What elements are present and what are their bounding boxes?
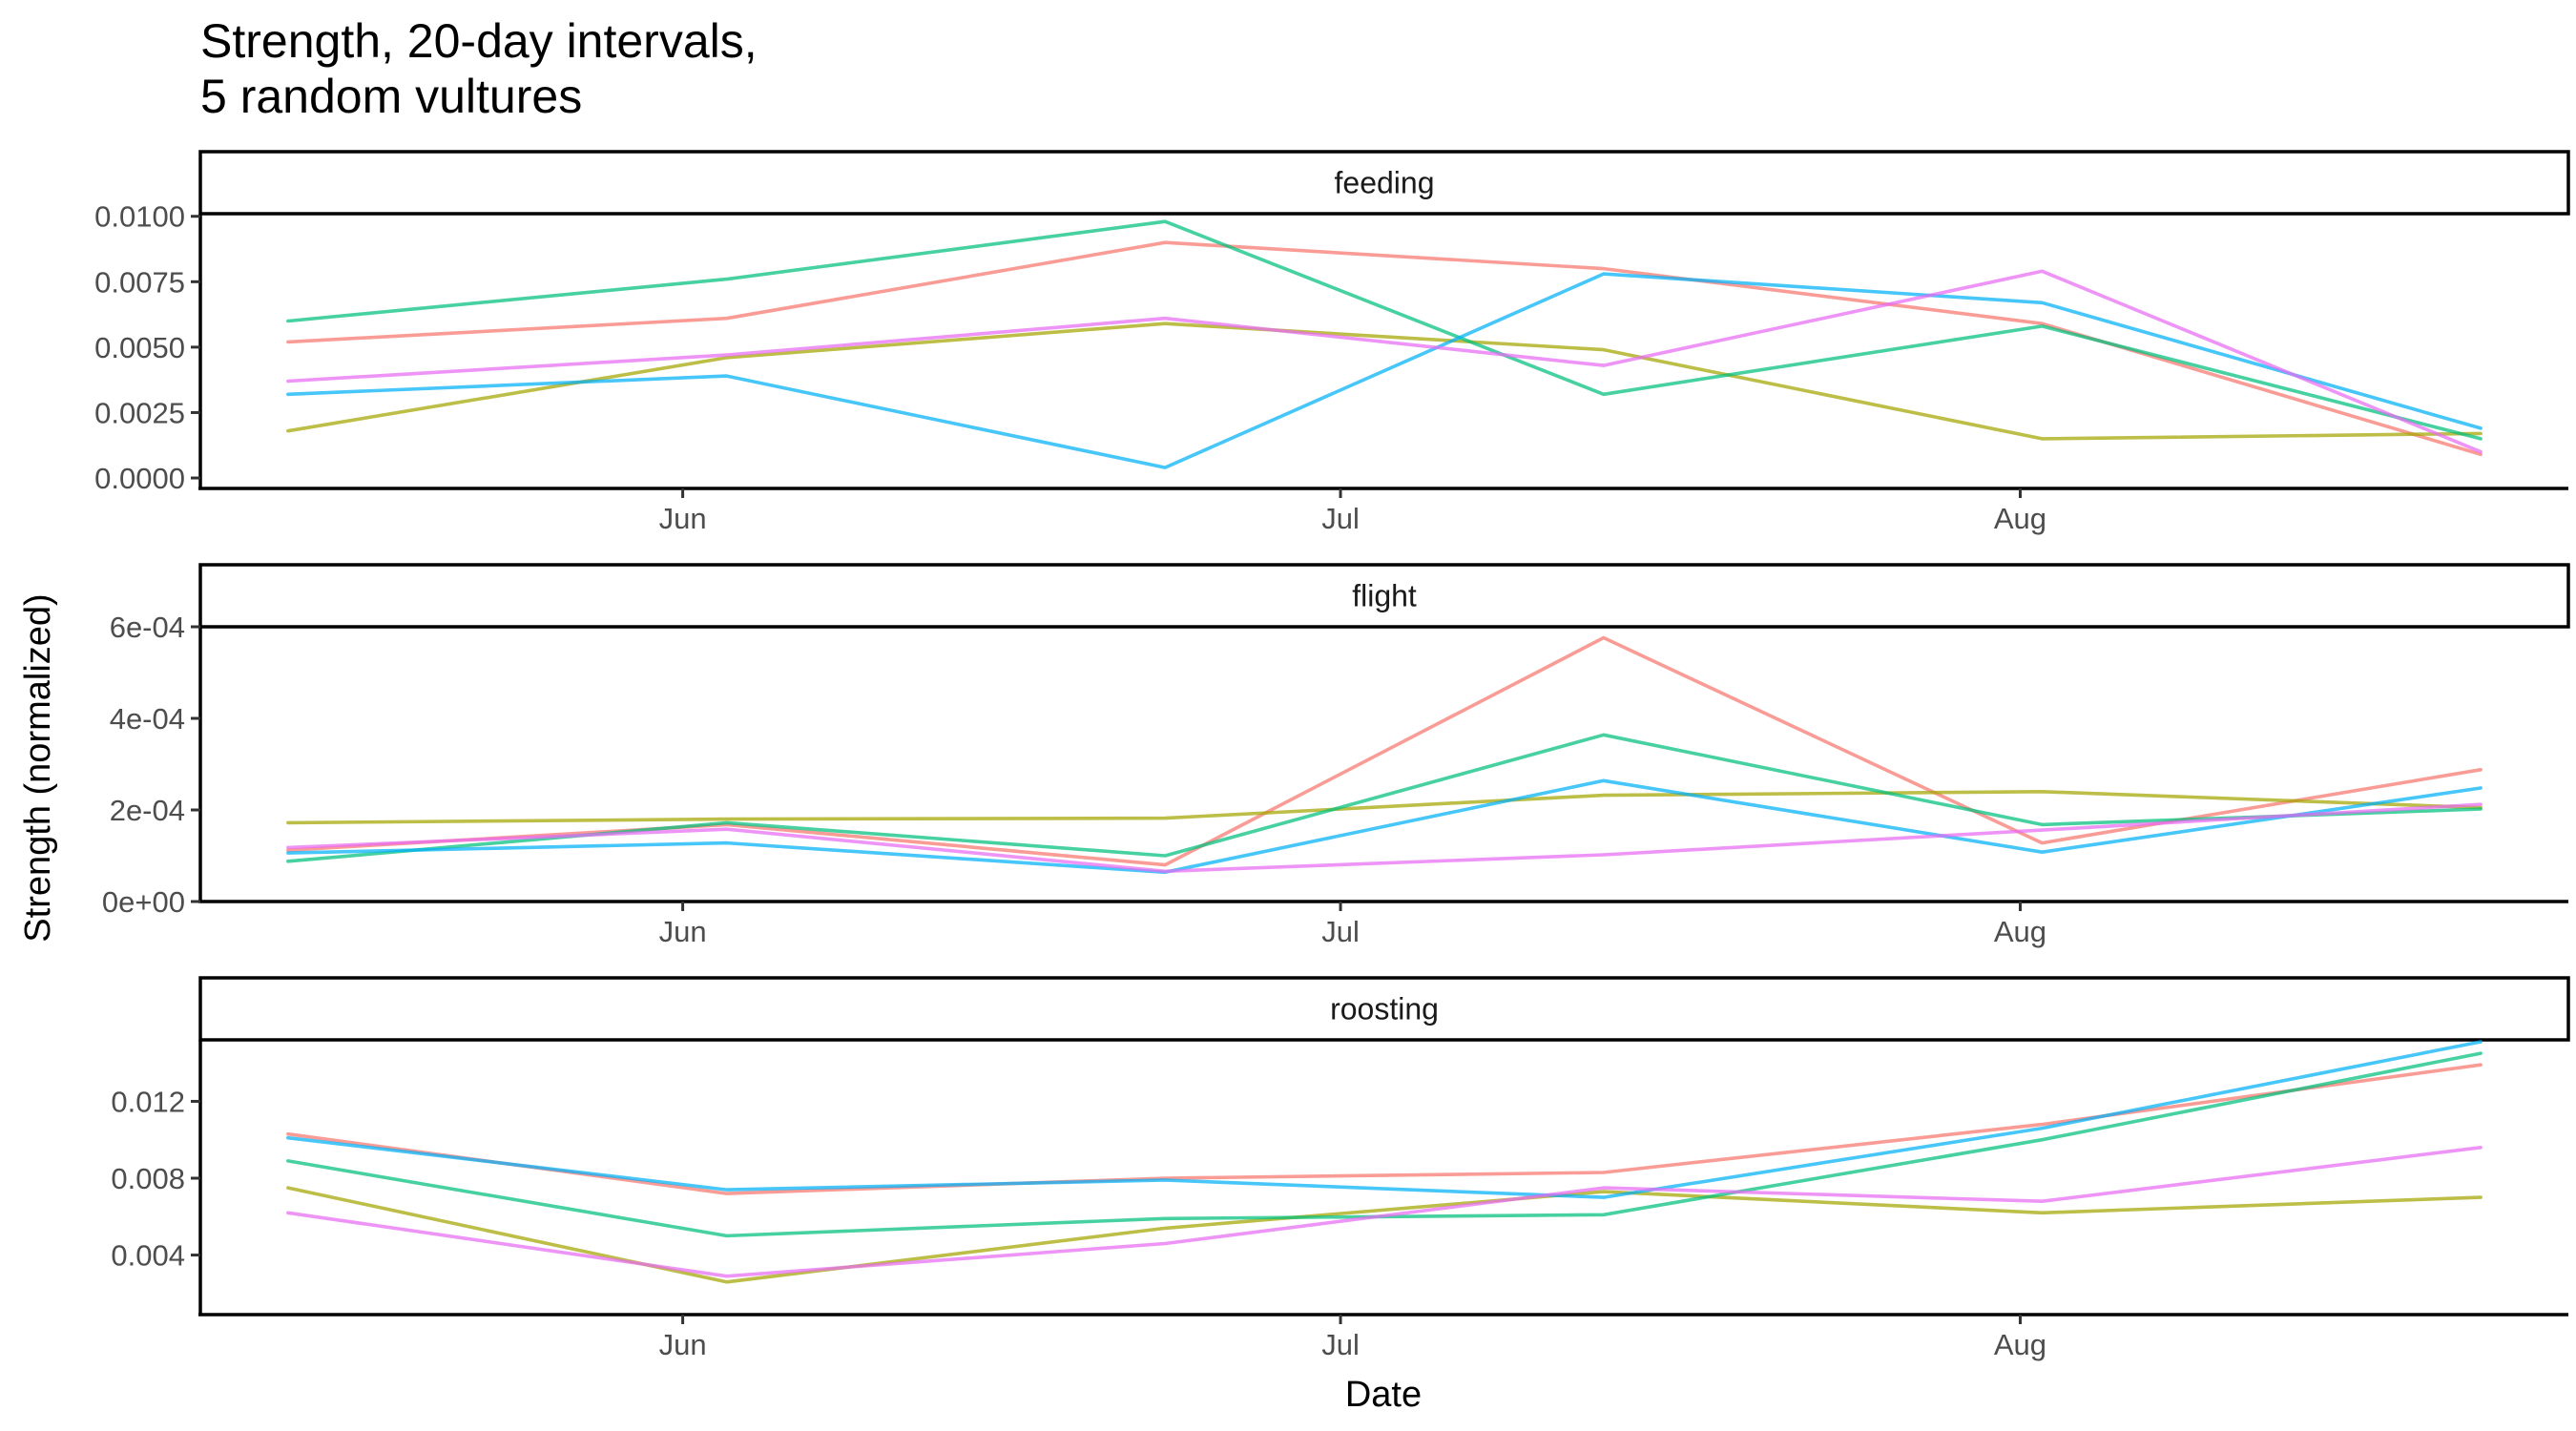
series-line-5 [286,269,2483,454]
series-line-4 [286,778,2483,875]
series-line-4 [286,272,2483,469]
facet-strip [198,563,2570,629]
facet-strip [198,976,2570,1042]
facet-strip-label: roosting [1330,992,1439,1027]
y-tick-label: 0.012 [111,1085,185,1118]
y-tick-label: 2e-04 [110,794,185,827]
series-line-3 [286,219,2483,441]
x-tick-label: Jul [1321,502,1360,535]
y-tick-label: 6e-04 [110,611,185,644]
facet-panels: feeding 0.0000 0.0025 0.0050 0.0075 0.0100 Jun… [94,150,2570,1361]
x-tick-label: Aug [1994,915,2046,948]
x-tick-label: Jul [1321,1328,1360,1361]
series-line-4 [286,1040,2483,1199]
series-line-1 [286,240,2483,457]
series-line-2 [286,321,2483,441]
facet-panel-flight: flight 0e+00 2e-04 4e-04 6e-04 Jun Jul Aug [102,563,2570,948]
series-line-3 [286,733,2483,863]
x-tick-label: Jul [1321,915,1360,948]
y-tick-label: 0.0025 [94,396,185,429]
chart-title-line-1: Strength, 20-day intervals, [200,14,758,68]
chart-title-line-2: 5 random vultures [200,70,582,123]
y-tick-label: 0e+00 [102,885,185,919]
facet-strip [198,150,2570,216]
facet-panel-roosting: roosting 0.004 0.008 0.012 Jun Jul Aug [111,976,2570,1361]
y-tick-label: 0.004 [111,1239,185,1273]
y-axis-title: Strength (normalized) [18,593,58,942]
x-tick-label: Jun [659,915,707,948]
facet-strip-label: feeding [1335,166,1435,200]
x-tick-label: Jun [659,1328,707,1361]
facet-panel-feeding: feeding 0.0000 0.0025 0.0050 0.0075 0.0100 Jun… [94,150,2570,535]
x-tick-label: Aug [1994,502,2046,535]
x-tick-label: Jun [659,502,707,535]
series-line-2 [286,1186,2483,1284]
x-axis-title: Date [1345,1375,1422,1415]
y-tick-label: 4e-04 [110,702,185,736]
y-tick-label: 0.0075 [94,265,185,299]
x-tick-label: Aug [1994,1328,2046,1361]
y-tick-label: 0.0000 [94,462,185,495]
series-line-2 [286,789,2483,825]
series-line-1 [286,1063,2483,1195]
y-tick-label: 0.0050 [94,331,185,364]
y-tick-label: 0.008 [111,1162,185,1195]
series-line-5 [286,802,2483,874]
series-line-5 [286,1146,2483,1278]
facet-strip-label: flight [1352,579,1417,613]
y-tick-label: 0.0100 [94,200,185,234]
